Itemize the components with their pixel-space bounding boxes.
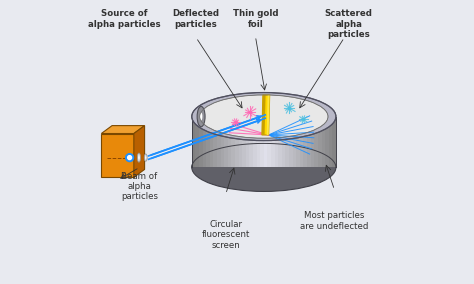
- Polygon shape: [199, 116, 202, 168]
- Polygon shape: [224, 116, 228, 168]
- Polygon shape: [274, 116, 278, 168]
- Polygon shape: [206, 116, 210, 168]
- Polygon shape: [292, 116, 296, 168]
- Ellipse shape: [192, 143, 336, 191]
- Polygon shape: [235, 116, 238, 168]
- Polygon shape: [282, 116, 285, 168]
- Text: Circular
fluorescent
screen: Circular fluorescent screen: [201, 220, 250, 250]
- Polygon shape: [134, 126, 145, 177]
- Polygon shape: [220, 116, 224, 168]
- Polygon shape: [267, 116, 271, 168]
- Polygon shape: [318, 116, 321, 168]
- Ellipse shape: [145, 156, 146, 159]
- Ellipse shape: [200, 113, 202, 120]
- Ellipse shape: [144, 154, 147, 161]
- Polygon shape: [321, 116, 325, 168]
- Polygon shape: [289, 116, 292, 168]
- Text: Deflected
particles: Deflected particles: [173, 9, 219, 29]
- Polygon shape: [262, 95, 265, 135]
- Polygon shape: [325, 116, 328, 168]
- Polygon shape: [278, 116, 282, 168]
- Ellipse shape: [137, 153, 140, 162]
- Polygon shape: [202, 116, 206, 168]
- Polygon shape: [296, 116, 300, 168]
- Ellipse shape: [138, 156, 139, 159]
- Ellipse shape: [200, 95, 328, 138]
- Polygon shape: [242, 116, 246, 168]
- Polygon shape: [271, 116, 274, 168]
- Polygon shape: [217, 116, 220, 168]
- Polygon shape: [213, 116, 217, 168]
- Text: Beam of
alpha
particles: Beam of alpha particles: [121, 172, 158, 201]
- Polygon shape: [260, 116, 264, 168]
- Polygon shape: [314, 116, 318, 168]
- Text: Scattered
alpha
particles: Scattered alpha particles: [325, 9, 373, 39]
- Polygon shape: [101, 126, 145, 133]
- Polygon shape: [249, 116, 253, 168]
- Polygon shape: [266, 95, 270, 135]
- Ellipse shape: [200, 95, 328, 138]
- Polygon shape: [328, 116, 332, 168]
- Polygon shape: [285, 116, 289, 168]
- Polygon shape: [310, 116, 314, 168]
- Polygon shape: [332, 116, 336, 168]
- Polygon shape: [256, 116, 260, 168]
- Polygon shape: [262, 95, 270, 135]
- Polygon shape: [264, 116, 267, 168]
- Text: Most particles
are undeflected: Most particles are undeflected: [301, 211, 369, 231]
- Polygon shape: [253, 116, 256, 168]
- Polygon shape: [192, 116, 195, 168]
- Polygon shape: [246, 116, 249, 168]
- Polygon shape: [101, 133, 134, 177]
- Text: Thin gold
foil: Thin gold foil: [233, 9, 278, 29]
- Text: Source of
alpha particles: Source of alpha particles: [88, 9, 160, 29]
- Polygon shape: [238, 116, 242, 168]
- Polygon shape: [307, 116, 310, 168]
- Polygon shape: [228, 116, 231, 168]
- Ellipse shape: [197, 106, 205, 127]
- Circle shape: [126, 154, 134, 162]
- Polygon shape: [195, 116, 199, 168]
- Ellipse shape: [192, 93, 336, 141]
- Polygon shape: [231, 116, 235, 168]
- Polygon shape: [210, 116, 213, 168]
- Polygon shape: [303, 116, 307, 168]
- Circle shape: [128, 156, 132, 160]
- Polygon shape: [300, 116, 303, 168]
